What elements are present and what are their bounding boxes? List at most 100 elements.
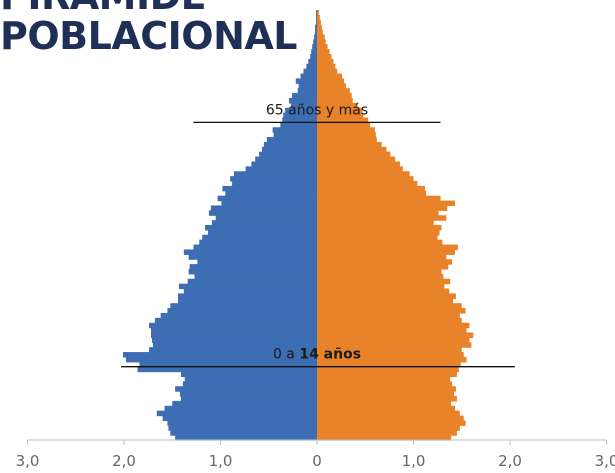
male-bar-age-49 (217, 195, 317, 202)
female-bar-age-52 (317, 181, 418, 187)
female-bar-age-16 (317, 356, 467, 363)
male-bar-age-32 (187, 278, 317, 285)
female-bar-age-80 (317, 44, 328, 50)
male-bar-age-12 (184, 376, 317, 382)
female-bar-age-87 (317, 10, 319, 16)
male-bar-age-4 (162, 415, 317, 422)
male-bar-age-8 (180, 396, 317, 402)
female-bar-age-19 (317, 342, 472, 348)
male-bar-age-61 (266, 137, 317, 143)
female-bar-age-5 (317, 410, 460, 417)
male-bar-age-84 (315, 24, 317, 31)
female-bar-age-59 (317, 146, 387, 153)
male-bar-age-83 (315, 29, 317, 36)
female-bar-age-0 (317, 435, 452, 441)
female-bar-age-84 (317, 24, 322, 31)
male-bar-age-23 (149, 322, 317, 329)
female-bar-age-86 (317, 14, 320, 21)
female-bar-age-41 (317, 234, 438, 241)
female-bar-age-3 (317, 420, 466, 426)
male-bar-age-53 (230, 176, 317, 182)
female-bar-age-23 (317, 322, 470, 329)
male-bar-age-21 (151, 332, 317, 338)
x-tick-label: 0 (312, 452, 322, 470)
male-bar-age-51 (222, 185, 317, 192)
male-bar-age-57 (255, 156, 317, 163)
male-bar-age-9 (179, 391, 317, 397)
male-bar-age-44 (211, 220, 317, 226)
female-bar-age-83 (317, 29, 323, 36)
female-bar-age-68 (317, 102, 358, 109)
male-bar-age-77 (308, 58, 317, 65)
female-bar-age-28 (317, 298, 454, 304)
chart-title-line-2: POBLACIONAL (0, 14, 298, 58)
male-bar-age-2 (168, 425, 317, 431)
female-bar-age-14 (317, 366, 459, 373)
female-bar-age-20 (317, 337, 470, 343)
female-bar-age-81 (317, 39, 326, 45)
male-bar-age-50 (225, 190, 317, 197)
female-bar-age-43 (317, 225, 442, 231)
male-bar-age-20 (151, 337, 317, 343)
male-bar-age-37 (188, 254, 317, 260)
female-bar-age-54 (317, 171, 410, 177)
male-bar-age-78 (310, 53, 318, 60)
male-bar-age-19 (152, 342, 317, 348)
male-bar-age-73 (295, 78, 317, 84)
male-bar-age-35 (189, 264, 317, 270)
male-bar-age-17 (123, 352, 317, 358)
male-bar-age-43 (205, 225, 317, 231)
female-bar-age-32 (317, 278, 451, 285)
female-bar-age-6 (317, 405, 455, 412)
male-bar-age-10 (175, 386, 317, 392)
male-bar-age-16 (125, 356, 318, 363)
female-bar-age-7 (317, 400, 452, 407)
female-bar-age-29 (317, 293, 456, 299)
female-bar-age-11 (317, 381, 453, 387)
male-bar-age-65 (282, 117, 317, 123)
female-bar-age-65 (317, 117, 369, 123)
female-bar-age-64 (317, 122, 371, 128)
female-bar-age-61 (317, 137, 377, 143)
male-bar-age-25 (160, 312, 317, 319)
female-bar-age-45 (317, 215, 447, 221)
chart-title-line-1: PIRAMIDE (0, 0, 207, 18)
male-bar-age-79 (311, 49, 317, 55)
female-bar-age-40 (317, 239, 443, 246)
female-bar-age-36 (317, 259, 453, 265)
male-bar-age-41 (202, 234, 317, 241)
male-bar-age-31 (179, 283, 317, 290)
male-bar-age-28 (178, 298, 317, 304)
female-bar-age-66 (317, 112, 364, 119)
female-bar-age-21 (317, 332, 474, 338)
male-bar-age-63 (272, 127, 317, 133)
female-bar-age-26 (317, 308, 466, 314)
female-bar-age-50 (317, 190, 427, 197)
male-bar-age-27 (170, 303, 317, 309)
male-bar-age-66 (283, 112, 317, 119)
age-band-label-0: 65 años y más (266, 102, 368, 118)
female-bar-age-73 (317, 78, 345, 84)
female-bar-age-13 (317, 371, 457, 378)
female-bar-age-15 (317, 361, 461, 368)
male-bar-age-38 (183, 249, 317, 255)
female-bar-age-74 (317, 73, 343, 80)
male-bar-age-11 (182, 381, 317, 387)
female-bar-age-55 (317, 166, 403, 172)
male-bar-age-45 (215, 215, 318, 221)
male-bars (123, 10, 318, 441)
female-bar-age-12 (317, 376, 451, 382)
male-bar-age-26 (167, 308, 317, 314)
male-bar-age-76 (306, 63, 317, 70)
female-bar-age-17 (317, 352, 464, 358)
male-bar-age-60 (263, 141, 318, 148)
female-bar-age-77 (317, 58, 334, 65)
x-tick-label: 1,0 (209, 452, 233, 470)
female-bar-age-82 (317, 34, 325, 40)
male-bar-age-52 (232, 181, 317, 187)
male-bar-age-67 (285, 107, 317, 114)
male-bar-age-39 (193, 244, 317, 251)
male-bar-age-18 (149, 347, 317, 353)
female-bars (317, 10, 474, 441)
